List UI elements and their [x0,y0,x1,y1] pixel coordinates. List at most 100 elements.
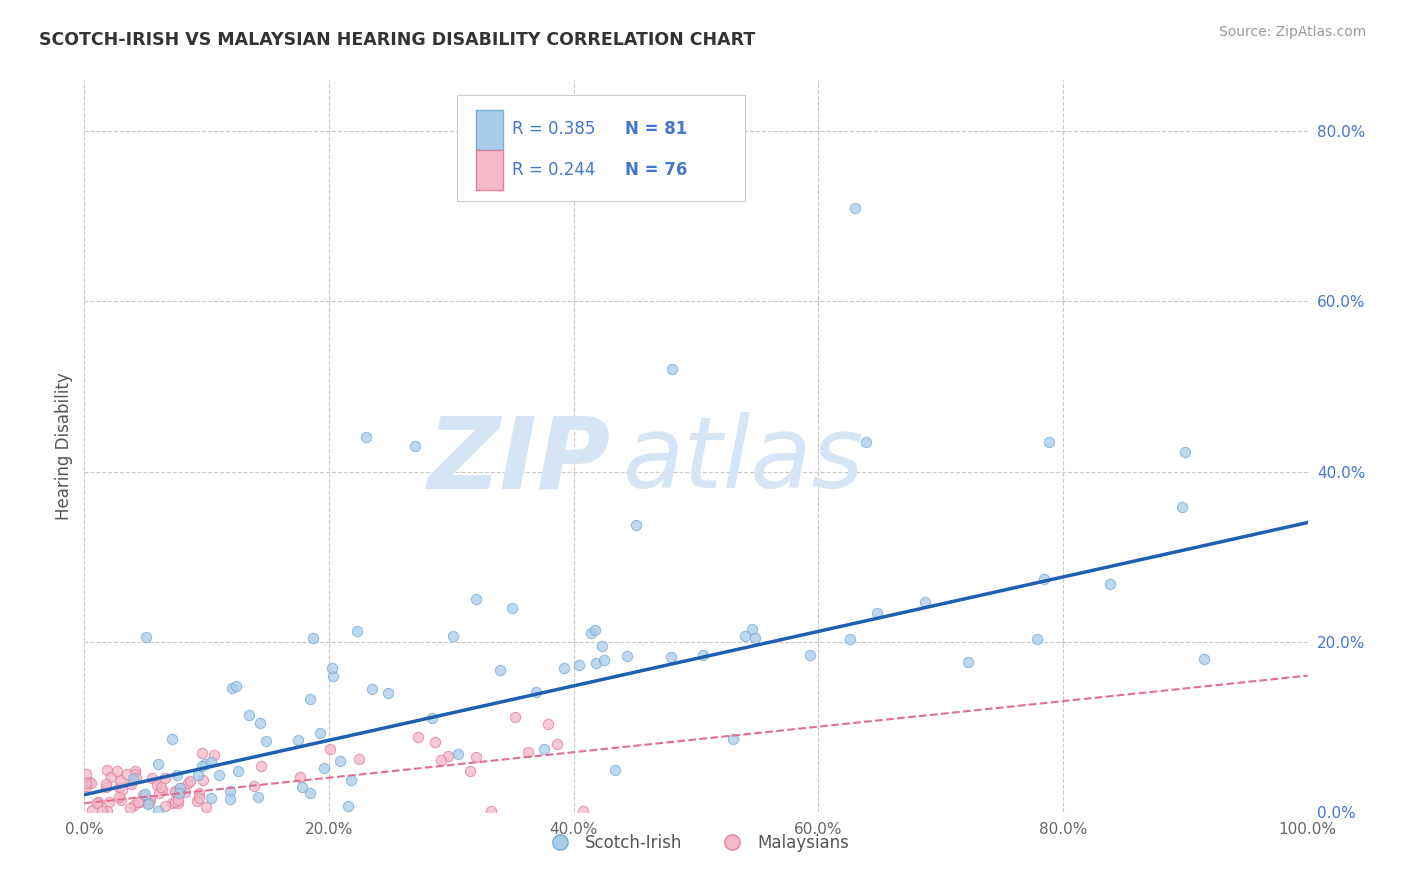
Point [661,362,683,376]
Point [191,773,214,788]
Point [844,201,866,215]
Text: atlas: atlas [623,412,865,509]
Point [219,792,242,806]
Point [149,780,172,795]
Point [517,745,540,759]
Point [169,781,191,796]
Point [200,790,222,805]
Point [581,625,603,640]
Point [572,804,595,818]
Point [146,778,169,792]
Point [98,795,121,809]
Point [77,775,100,789]
Point [75,767,97,781]
Point [148,804,170,818]
Point [626,518,648,533]
Point [115,766,138,780]
Point [172,783,194,797]
Point [169,780,191,795]
Point [225,679,247,693]
Point [167,796,190,810]
Point [218,784,240,798]
Point [165,785,187,799]
Point [160,732,183,747]
Point [122,772,145,786]
Point [299,786,322,800]
Point [131,788,153,802]
Point [121,772,143,787]
Point [741,622,763,636]
Point [155,771,177,785]
Point [177,775,200,789]
Point [82,803,104,817]
Point [337,799,360,814]
Point [404,439,426,453]
Legend: Scotch-Irish, Malaysians: Scotch-Irish, Malaysians [536,827,856,858]
Point [165,795,187,809]
Point [242,779,264,793]
Point [1174,445,1197,459]
Point [163,784,186,798]
Point [298,691,321,706]
Point [138,796,160,810]
Text: N = 76: N = 76 [626,161,688,178]
Point [855,434,877,449]
Point [135,630,157,644]
Point [692,648,714,662]
Point [479,804,502,818]
FancyBboxPatch shape [475,110,503,150]
Point [460,764,482,779]
Point [125,771,148,785]
Point [1171,500,1194,514]
Point [105,764,128,778]
Point [799,648,821,663]
Point [503,710,526,724]
FancyBboxPatch shape [475,150,503,190]
Point [75,776,97,790]
Point [254,734,277,748]
Text: SCOTCH-IRISH VS MALAYSIAN HEARING DISABILITY CORRELATION CHART: SCOTCH-IRISH VS MALAYSIAN HEARING DISABI… [39,31,755,49]
Text: N = 81: N = 81 [626,120,688,138]
Point [957,655,980,669]
Point [406,730,429,744]
Point [120,777,142,791]
Point [489,663,512,677]
Point [546,737,568,751]
Point [80,776,103,790]
Point [153,798,176,813]
Point [110,793,132,807]
Point [136,797,159,812]
Point [319,741,342,756]
Point [166,768,188,782]
Point [322,669,344,683]
Point [568,658,591,673]
Point [734,629,756,643]
Point [100,770,122,784]
Point [188,786,211,800]
Point [360,681,382,696]
Point [249,759,271,773]
Point [349,752,371,766]
Point [288,770,311,784]
Point [585,657,607,671]
Point [238,708,260,723]
Point [721,732,744,747]
Point [94,780,117,794]
Point [179,774,201,789]
Point [148,786,170,800]
Point [429,753,451,767]
Point [150,782,173,797]
Point [188,791,211,805]
Point [290,780,312,794]
Point [287,732,309,747]
Point [166,793,188,807]
Point [329,754,352,768]
Point [346,624,368,638]
Point [616,648,638,663]
Point [226,764,249,778]
Point [1026,632,1049,646]
Point [96,763,118,777]
Point [302,632,325,646]
Point [437,748,460,763]
Point [187,768,209,782]
